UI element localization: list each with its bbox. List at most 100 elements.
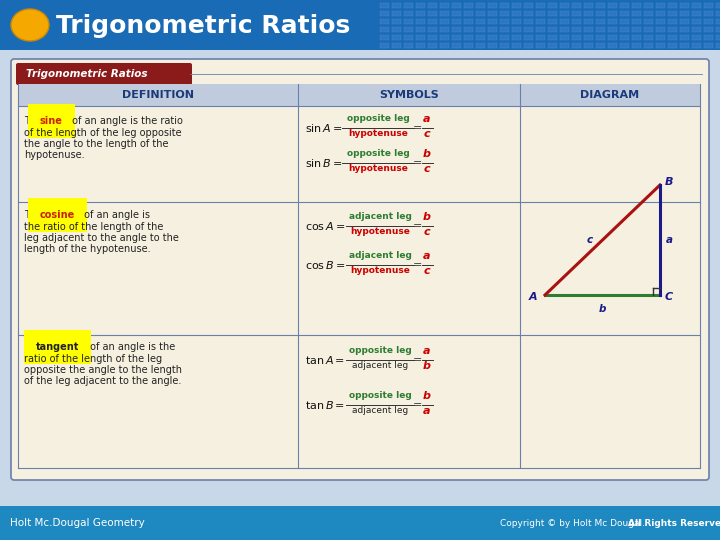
- Bar: [644, 35, 653, 40]
- Bar: [476, 3, 485, 8]
- Bar: [620, 43, 629, 48]
- Text: a: a: [666, 235, 673, 245]
- Bar: [632, 19, 641, 24]
- Bar: [572, 19, 581, 24]
- Bar: [668, 19, 677, 24]
- Bar: [476, 43, 485, 48]
- Bar: [476, 11, 485, 16]
- Bar: [716, 35, 720, 40]
- Bar: [488, 19, 497, 24]
- Bar: [500, 3, 509, 8]
- Text: c: c: [586, 235, 593, 245]
- Text: opposite leg: opposite leg: [348, 391, 411, 400]
- Bar: [620, 35, 629, 40]
- Bar: [512, 11, 521, 16]
- Bar: [692, 43, 701, 48]
- Bar: [560, 27, 569, 32]
- Bar: [440, 11, 449, 16]
- Text: C: C: [665, 292, 673, 302]
- Bar: [560, 35, 569, 40]
- Bar: [656, 3, 665, 8]
- Bar: [440, 3, 449, 8]
- Text: $\tan A =$: $\tan A =$: [305, 354, 345, 366]
- Bar: [644, 19, 653, 24]
- Bar: [548, 35, 557, 40]
- Text: opposite leg: opposite leg: [346, 149, 410, 158]
- Bar: [536, 19, 545, 24]
- Bar: [476, 19, 485, 24]
- Text: $\tan B =$: $\tan B =$: [305, 399, 345, 411]
- Bar: [392, 11, 401, 16]
- Bar: [620, 19, 629, 24]
- Text: B: B: [665, 177, 673, 187]
- Bar: [404, 19, 413, 24]
- Text: The: The: [24, 342, 48, 352]
- Bar: [572, 11, 581, 16]
- Bar: [452, 27, 461, 32]
- Bar: [488, 43, 497, 48]
- Bar: [536, 11, 545, 16]
- Bar: [512, 3, 521, 8]
- Bar: [452, 11, 461, 16]
- Text: hypotenuse: hypotenuse: [348, 164, 408, 173]
- Text: DEFINITION: DEFINITION: [122, 90, 194, 100]
- Bar: [656, 35, 665, 40]
- Bar: [608, 3, 617, 8]
- Bar: [680, 27, 689, 32]
- Bar: [404, 3, 413, 8]
- Bar: [380, 43, 389, 48]
- Bar: [524, 27, 533, 32]
- Text: The: The: [24, 210, 45, 220]
- Text: the ratio of the length of the: the ratio of the length of the: [24, 221, 163, 232]
- Bar: [668, 27, 677, 32]
- Bar: [704, 43, 713, 48]
- Bar: [464, 27, 473, 32]
- Bar: [464, 43, 473, 48]
- Bar: [416, 27, 425, 32]
- Bar: [548, 19, 557, 24]
- Bar: [500, 35, 509, 40]
- Bar: [440, 35, 449, 40]
- Text: opposite leg: opposite leg: [346, 114, 410, 123]
- Bar: [692, 35, 701, 40]
- Text: Holt Mc.Dougal Geometry: Holt Mc.Dougal Geometry: [10, 518, 145, 528]
- Bar: [500, 27, 509, 32]
- Bar: [632, 11, 641, 16]
- Bar: [632, 35, 641, 40]
- Text: a: a: [423, 406, 431, 416]
- Bar: [428, 3, 437, 8]
- Text: The: The: [24, 116, 45, 126]
- Bar: [452, 3, 461, 8]
- Bar: [548, 11, 557, 16]
- Text: adjacent leg: adjacent leg: [352, 361, 408, 370]
- Bar: [608, 19, 617, 24]
- Text: hypotenuse: hypotenuse: [350, 227, 410, 236]
- Bar: [572, 35, 581, 40]
- Text: $\sin A =$: $\sin A =$: [305, 122, 343, 134]
- Text: =: =: [413, 260, 423, 270]
- Text: SYMBOLS: SYMBOLS: [379, 90, 439, 100]
- Bar: [524, 35, 533, 40]
- Text: c: c: [423, 164, 431, 174]
- Text: of an angle is: of an angle is: [81, 210, 150, 220]
- Bar: [632, 3, 641, 8]
- Text: Trigonometric Ratios: Trigonometric Ratios: [56, 14, 350, 38]
- Bar: [596, 11, 605, 16]
- Bar: [632, 43, 641, 48]
- Bar: [656, 27, 665, 32]
- Bar: [548, 43, 557, 48]
- Text: c: c: [423, 266, 431, 276]
- Ellipse shape: [11, 9, 49, 41]
- Text: hypotenuse: hypotenuse: [348, 129, 408, 138]
- Bar: [668, 3, 677, 8]
- Bar: [440, 43, 449, 48]
- Bar: [380, 35, 389, 40]
- Bar: [536, 35, 545, 40]
- Bar: [656, 11, 665, 16]
- Bar: [524, 11, 533, 16]
- Bar: [596, 27, 605, 32]
- Bar: [416, 19, 425, 24]
- Bar: [668, 35, 677, 40]
- Bar: [692, 3, 701, 8]
- Bar: [488, 27, 497, 32]
